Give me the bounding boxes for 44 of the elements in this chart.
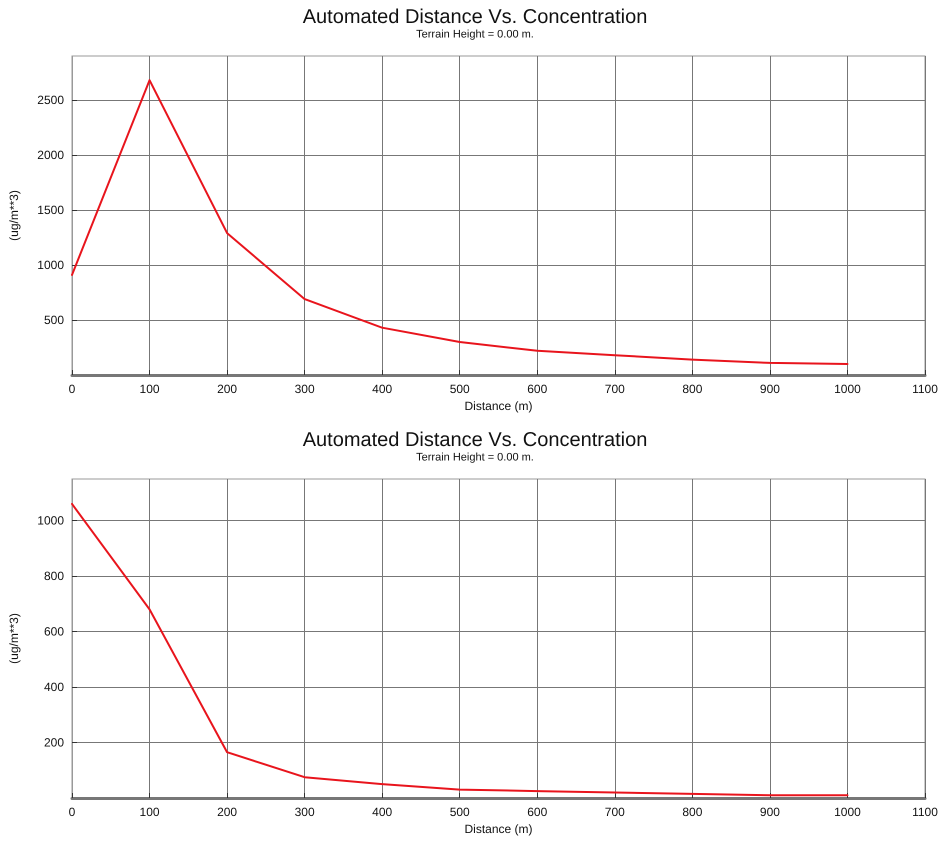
x-tick-label: 100 — [140, 382, 160, 396]
y-tick-label: 1000 — [37, 258, 64, 272]
y-tick-label: 2500 — [37, 93, 64, 107]
x-tick-label: 1000 — [834, 805, 862, 819]
x-tick-label: 500 — [450, 805, 470, 819]
y-axis-title: (ug/m**3) — [7, 613, 21, 664]
x-tick-label: 400 — [372, 805, 393, 819]
x-tick-label: 600 — [527, 382, 548, 396]
chart-subtitle: Terrain Height = 0.00 m. — [416, 28, 534, 40]
x-tick-label: 1100 — [912, 382, 938, 396]
x-tick-label: 700 — [604, 805, 626, 819]
x-tick-label: 700 — [604, 382, 626, 396]
x-tick-label: 900 — [760, 805, 780, 819]
y-axis-title: (ug/m**3) — [7, 190, 21, 241]
x-tick-label: 600 — [527, 805, 548, 819]
x-tick-label: 0 — [68, 805, 76, 819]
x-axis-title: Distance (m) — [464, 398, 533, 413]
y-tick-label: 200 — [44, 736, 64, 750]
y-tick-label: 400 — [44, 680, 64, 694]
x-tick-label: 100 — [140, 805, 160, 819]
x-tick-label: 0 — [68, 382, 76, 396]
x-tick-label: 300 — [294, 805, 315, 819]
x-tick-label: 1000 — [834, 382, 862, 396]
x-tick-label: 900 — [760, 382, 780, 396]
x-tick-label: 800 — [682, 382, 703, 396]
y-tick-label: 2000 — [37, 148, 64, 162]
line-series — [71, 79, 848, 365]
y-tick-label: 600 — [44, 624, 64, 639]
chart-subtitle: Terrain Height = 0.00 m. — [416, 452, 534, 464]
x-tick-label: 200 — [217, 382, 238, 396]
x-tick-label: 1100 — [912, 805, 938, 819]
x-tick-label: 200 — [217, 805, 238, 819]
chart-title: Automated Distance Vs. Concentration — [302, 6, 648, 28]
line-series — [71, 502, 848, 796]
y-tick-label: 1000 — [37, 514, 64, 528]
chart-title: Automated Distance Vs. Concentration — [302, 429, 648, 451]
x-tick-label: 800 — [682, 805, 703, 819]
x-tick-label: 300 — [294, 382, 315, 396]
y-tick-label: 800 — [44, 569, 64, 584]
x-axis-title: Distance (m) — [464, 822, 533, 836]
y-tick-label: 1500 — [37, 203, 64, 217]
x-tick-label: 400 — [372, 382, 393, 396]
x-tick-label: 500 — [450, 382, 470, 396]
y-tick-label: 500 — [44, 313, 64, 327]
